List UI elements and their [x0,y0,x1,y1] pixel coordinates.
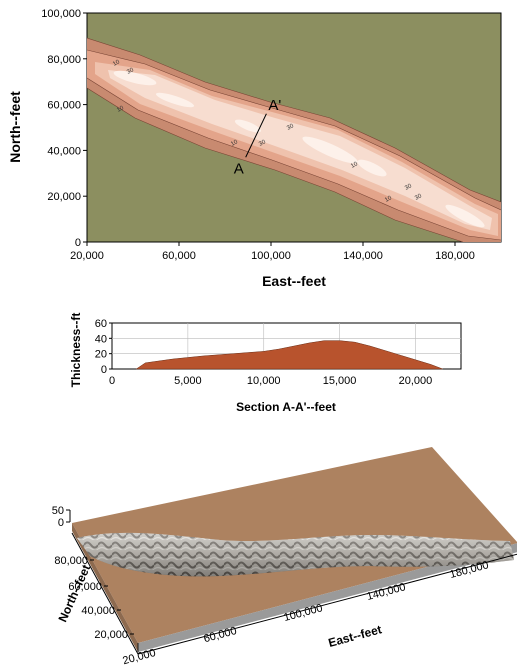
section-y-tick-label: 40 [95,333,107,345]
section-y-tick-label: 0 [101,364,107,376]
map-y-tick-label: 100,000 [41,8,81,20]
surface-ridge-texture [77,532,514,577]
contour-zone-30 [108,70,492,230]
z-tick-label: 0 [58,517,64,529]
contour-value-label: 30 [126,67,135,76]
surface-north-tick-label: 40,000 [81,605,115,617]
map-x-tick-label: 100,000 [251,250,291,262]
cross-section-panel: 0 5,000 10,000 15,000 20,000 0 20 40 60 Section… [69,313,462,414]
contour-value-label: 10 [116,105,125,114]
map-x-ticks: 20,000 60,000 100,000 140,000 180,000 [70,242,475,262]
surface-east-axis-label: East--feet [327,622,383,650]
map-x-tick-label: 20,000 [70,250,104,262]
section-y-ticks: 0 20 40 60 [95,318,112,376]
surface-front-side [138,543,517,652]
map-y-tick-label: 40,000 [47,145,81,157]
contour-value-label: 10 [384,195,393,204]
section-y-tick-label: 20 [95,349,107,361]
map-y-tick-label: 0 [75,237,81,249]
contour-value-label: 30 [414,193,423,202]
contour-value-label: 30 [286,123,295,132]
section-start-label: A [234,160,244,177]
map-y-tick-label: 20,000 [47,191,81,203]
surface-north-ticks: 20,000 40,000 60,000 80,000 [54,555,134,641]
section-line-a-a-prime [245,113,267,158]
map-x-tick-label: 60,000 [162,250,196,262]
map-y-ticks: 0 20,000 40,000 60,000 80,000 100,000 [41,8,87,249]
section-end-label: A' [268,97,281,114]
section-x-tick-label: 10,000 [247,375,281,387]
map-x-axis-label: East--feet [262,273,326,289]
section-x-tick-label: 20,000 [399,375,433,387]
contour-value-label: 10 [350,161,359,170]
section-x-tick-label: 0 [109,375,115,387]
map-y-tick-label: 60,000 [47,100,81,112]
section-x-tick-label: 5,000 [174,375,202,387]
section-x-axis-label: Section A-A'--feet [236,400,336,414]
surface-left-side [72,523,138,652]
section-line: A A' [234,97,282,178]
contour-zone-40 [113,70,485,228]
map-y-tick-label: 80,000 [47,54,81,66]
contour-value-label: 10 [230,139,239,148]
contour-value-label: 30 [404,183,413,192]
map-x-tick-label: 140,000 [343,250,383,262]
surface-north-tick-label: 60,000 [68,581,102,593]
z-tick-label: 50 [52,505,64,517]
section-y-axis-label: Thickness--ft [69,313,83,388]
contour-lines [87,37,501,242]
contour-value-label: 10 [112,59,121,68]
map-y-axis-label: North--feet [7,91,23,163]
surface-north-tick-label: 20,000 [94,629,128,641]
section-x-tick-label: 15,000 [323,375,357,387]
map-x-tick-label: 180,000 [435,250,475,262]
contour-value-label: 30 [258,139,267,148]
section-y-tick-label: 60 [95,318,107,330]
thickness-area [135,340,443,370]
east-axis-line [137,553,517,655]
section-x-ticks: 0 5,000 10,000 15,000 20,000 [109,375,432,387]
surface-north-tick-label: 80,000 [54,555,88,567]
surface-3d-panel: 50 0 20,000 40,000 60,000 80,000 20,000 60,0… [52,447,517,665]
contour-bands [87,37,501,242]
north-axis-line [71,532,139,655]
